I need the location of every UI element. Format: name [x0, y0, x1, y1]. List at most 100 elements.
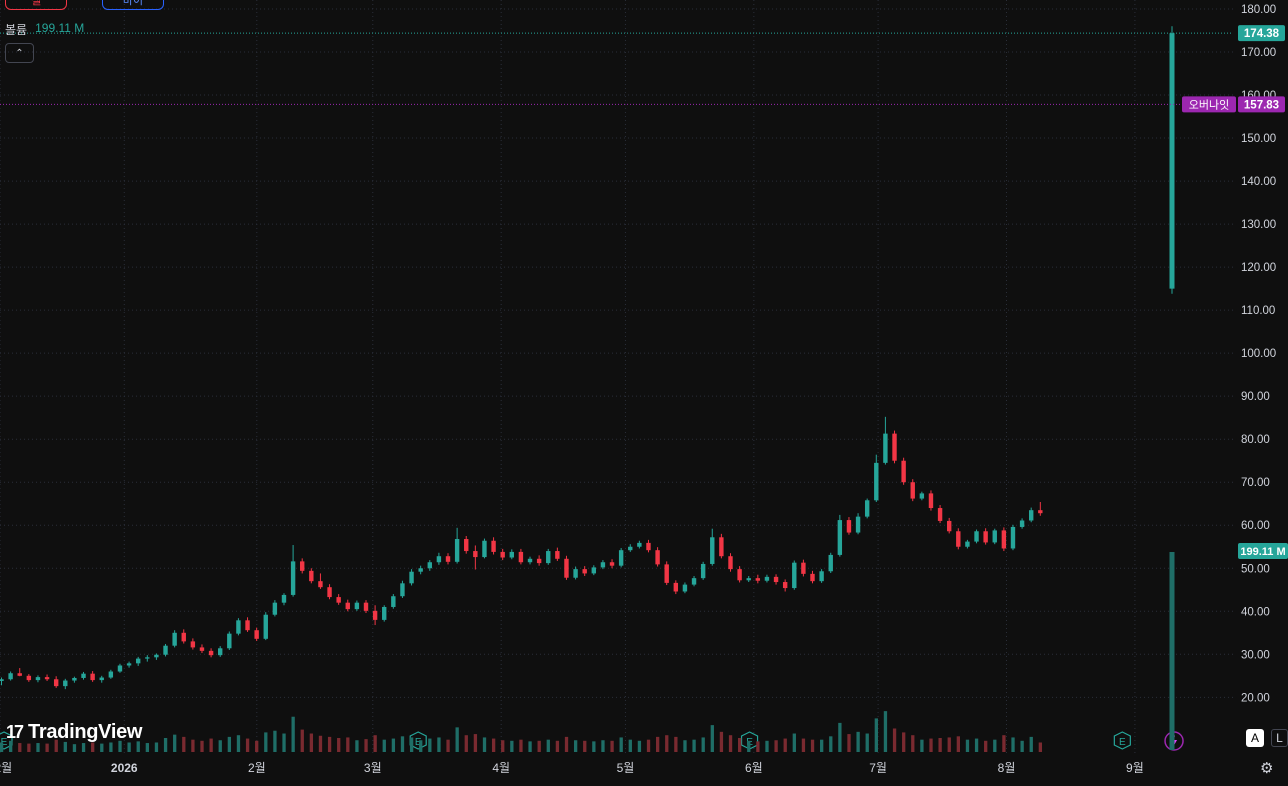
time-tick-label: 6월 — [745, 761, 763, 775]
candle-body — [609, 562, 615, 566]
volume-bar — [200, 740, 204, 752]
logo-text: TradingView — [28, 721, 143, 743]
candle-body — [35, 677, 41, 681]
candle-body — [664, 564, 669, 583]
volume-bar — [674, 736, 678, 752]
volume-bar — [792, 733, 796, 752]
volume-bar — [227, 736, 232, 752]
volume-bar — [145, 743, 149, 752]
time-axis[interactable]: 12월 2026 2월 3월 4월 5월 6월 7월 8월 9월 — [0, 761, 1144, 775]
price-tick-label: 60.00 — [1241, 520, 1270, 532]
candle-body — [126, 663, 132, 666]
legend-value: 199.11 M — [35, 21, 85, 35]
earnings-letter: E — [1, 737, 8, 748]
candle-body — [1001, 530, 1007, 549]
gear-icon[interactable]: ⚙ — [1260, 760, 1274, 777]
volume-bar — [255, 740, 259, 752]
volume-legend: 볼륨 199.11 M — [5, 21, 84, 38]
candle-body — [773, 576, 779, 583]
candle-body — [728, 556, 733, 570]
volume-bar — [774, 740, 778, 752]
candle-body — [874, 462, 879, 501]
volume-bar — [109, 742, 113, 752]
candle-body — [445, 556, 451, 562]
candle-body — [582, 569, 587, 574]
tradingview-logo[interactable]: 17 TradingView — [6, 721, 142, 744]
candle-body — [309, 570, 314, 582]
candle-body — [801, 562, 806, 574]
log-scale-button[interactable]: L — [1271, 729, 1288, 747]
candle-body — [646, 542, 651, 551]
candle-body — [682, 584, 688, 592]
candle-body — [546, 551, 551, 564]
sell-button[interactable]: 셀 — [5, 0, 67, 10]
volume-bar — [665, 735, 669, 752]
volume-bar — [182, 736, 186, 752]
price-tick-label: 110.00 — [1241, 305, 1275, 317]
buy-button[interactable]: 바이 — [102, 0, 164, 10]
volume-bar — [765, 740, 769, 752]
volume-bar — [1020, 740, 1024, 752]
volume-bar — [18, 743, 22, 752]
candle-body — [117, 665, 123, 672]
volume-bar — [738, 738, 742, 752]
candle-body — [910, 482, 915, 499]
volume-bar — [510, 740, 514, 752]
candle-body — [454, 539, 460, 562]
volume-bar — [683, 740, 687, 752]
candle-body — [937, 508, 943, 521]
candle-body — [382, 606, 387, 620]
candle-body — [637, 542, 642, 547]
volume-bar — [820, 739, 824, 752]
volume-bar — [692, 739, 696, 752]
volume-bar — [27, 743, 31, 752]
volume-bar — [929, 738, 933, 752]
candle-body — [8, 673, 13, 680]
volume-bar — [564, 736, 569, 752]
volume-bar — [810, 739, 815, 752]
volume-bar — [482, 737, 487, 752]
candle-body — [272, 602, 278, 615]
volume-bar — [947, 737, 951, 752]
candle-body — [63, 680, 68, 687]
volume-value: 199.11 M — [1240, 546, 1285, 558]
volume-bar — [847, 734, 851, 752]
candle-body — [1019, 520, 1025, 527]
volume-bar — [1002, 735, 1006, 752]
candle-body — [26, 675, 32, 681]
candle-body — [372, 610, 378, 620]
candle-body — [518, 551, 524, 563]
volume-bar — [72, 744, 77, 752]
volume-bar — [264, 732, 268, 752]
time-tick-label: 12월 — [0, 761, 12, 775]
candle-body — [992, 530, 997, 543]
logo-mark: 17 — [6, 722, 24, 742]
auto-scale-button[interactable]: A — [1246, 729, 1264, 747]
candle-body — [555, 551, 560, 559]
volume-bar — [601, 740, 605, 752]
candle-body — [901, 460, 906, 483]
time-tick-label: 5월 — [617, 761, 635, 775]
volume-bar — [136, 741, 140, 752]
earnings-letter: E — [415, 737, 422, 748]
price-tick-label: 180.00 — [1241, 4, 1276, 16]
volume-bar — [473, 734, 478, 752]
volume-bar — [218, 740, 222, 752]
candle-body — [181, 632, 186, 642]
price-tick-label: 140.00 — [1241, 176, 1276, 188]
volume-bar — [528, 741, 532, 752]
candle-body — [327, 587, 332, 598]
overnight-volume-bar — [1169, 552, 1175, 750]
volume-bar — [920, 739, 924, 752]
candle-body — [217, 648, 223, 656]
price-tick-label: 80.00 — [1241, 434, 1270, 446]
volume-bar — [0, 742, 4, 752]
chevron-up-icon[interactable]: ⌃ — [5, 43, 34, 63]
candle-body — [618, 550, 624, 566]
candle-body — [227, 633, 232, 649]
candle-body — [536, 558, 542, 564]
candle-body — [509, 551, 514, 558]
volume-bar — [865, 733, 869, 752]
candle-body — [53, 679, 59, 687]
